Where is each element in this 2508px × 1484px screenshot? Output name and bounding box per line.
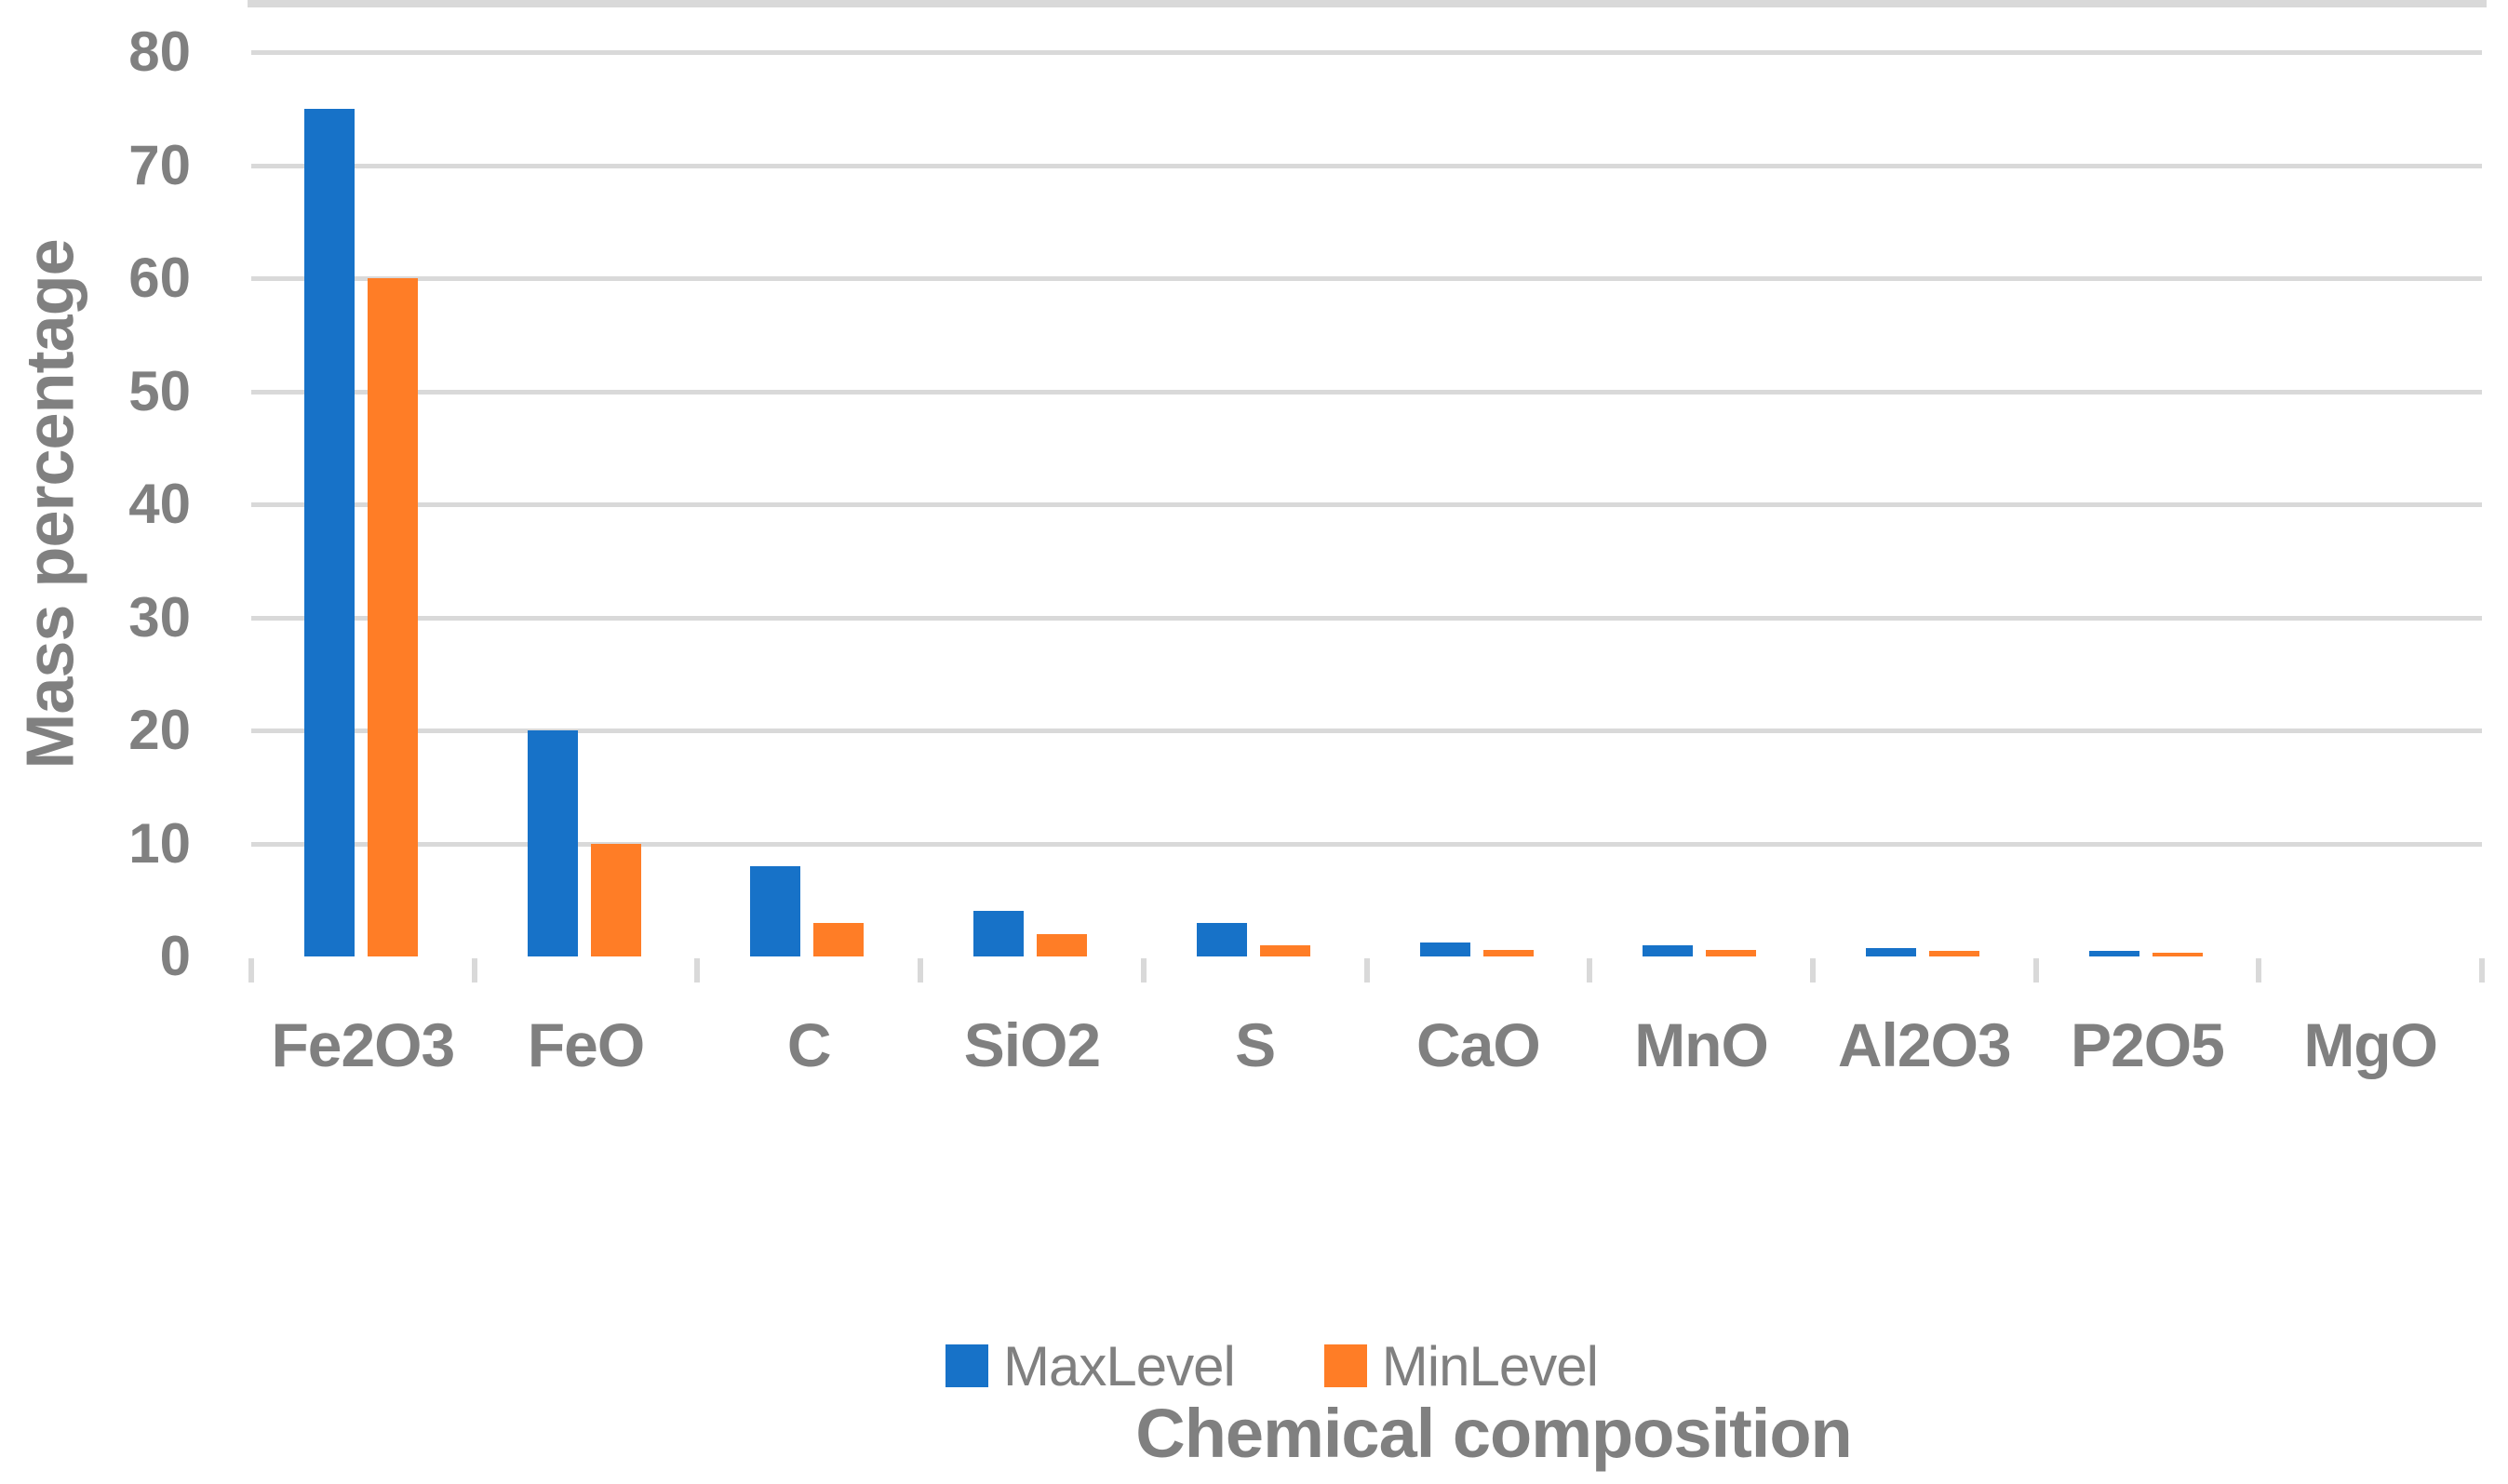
- x-category-label-MnO: MnO: [1634, 1010, 1769, 1079]
- bar-maxlevel-C: [750, 865, 801, 956]
- gridline-40: [251, 502, 2482, 507]
- legend-marker-maxlevel: [946, 1344, 988, 1387]
- legend-label-maxlevel: MaxLevel: [1003, 1334, 1236, 1397]
- x-category-label-P2O5: P2O5: [2071, 1010, 2225, 1079]
- x-axis-tick: [918, 958, 924, 983]
- y-tick-label-50: 50: [128, 359, 191, 422]
- x-category-label-SiO2: SiO2: [963, 1010, 1101, 1079]
- x-axis-tick: [1140, 958, 1147, 983]
- bar-minlevel-MnO: [1706, 949, 1757, 956]
- x-category-label-FeO: FeO: [527, 1010, 645, 1079]
- bar-minlevel-SiO2: [1037, 933, 1088, 956]
- gridline-80: [251, 50, 2482, 55]
- x-axis-tick: [248, 958, 254, 983]
- y-tick-label-30: 30: [128, 585, 191, 648]
- bar-maxlevel-S: [1196, 922, 1247, 956]
- bar-maxlevel-CaO: [1419, 943, 1470, 956]
- x-category-label-Al2O3: Al2O3: [1837, 1010, 2012, 1079]
- y-tick-label-70: 70: [128, 133, 191, 196]
- y-tick-label-10: 10: [128, 811, 191, 875]
- x-category-label-C: C: [786, 1010, 832, 1079]
- gridline-50: [251, 389, 2482, 394]
- legend-label-minlevel: MinLevel: [1381, 1334, 1599, 1397]
- x-axis-tick: [2032, 958, 2039, 983]
- x-axis-tick: [471, 958, 477, 983]
- gridline-30: [251, 615, 2482, 621]
- y-tick-label-80: 80: [128, 20, 191, 83]
- gridline-70: [251, 163, 2482, 168]
- bar-maxlevel-Al2O3: [1865, 948, 1916, 956]
- gridline-20: [251, 729, 2482, 733]
- bar-minlevel-S: [1259, 944, 1310, 956]
- bar-minlevel-Fe2O3: [368, 278, 418, 956]
- bar-maxlevel-MnO: [1643, 944, 1694, 956]
- bar-minlevel-CaO: [1482, 949, 1534, 956]
- gridline-60: [251, 276, 2482, 281]
- x-axis-line: [248, 0, 2487, 7]
- x-axis-tick: [2479, 958, 2485, 983]
- y-tick-label-0: 0: [159, 925, 191, 987]
- legend: MaxLevel MinLevel: [946, 1335, 1599, 1397]
- bar-maxlevel-SiO2: [973, 911, 1025, 956]
- bar-minlevel-FeO: [590, 843, 641, 956]
- y-tick-label-60: 60: [128, 247, 191, 309]
- bar-maxlevel-FeO: [527, 730, 578, 956]
- x-category-label-CaO: CaO: [1415, 1010, 1541, 1079]
- y-tick-label-20: 20: [128, 699, 191, 761]
- x-axis-tick: [1587, 958, 1593, 983]
- x-category-label-MgO: MgO: [2303, 1010, 2438, 1079]
- bar-minlevel-C: [813, 922, 865, 956]
- bar-maxlevel-Fe2O3: [304, 108, 355, 956]
- bar-minlevel-Al2O3: [1928, 950, 1979, 956]
- y-tick-label-40: 40: [128, 473, 191, 535]
- x-axis-tick: [1809, 958, 1816, 983]
- legend-marker-minlevel: [1323, 1344, 1367, 1387]
- x-axis-title: Chemical composition: [1135, 1395, 1852, 1472]
- gridline-10: [251, 841, 2482, 847]
- x-category-label-S: S: [1235, 1010, 1276, 1079]
- bar-minlevel-P2O5: [2152, 952, 2203, 956]
- bar-maxlevel-P2O5: [2088, 950, 2139, 956]
- x-axis-tick: [1363, 958, 1370, 983]
- x-axis-tick: [2256, 958, 2262, 983]
- x-axis-tick: [694, 958, 701, 983]
- x-category-label-Fe2O3: Fe2O3: [271, 1010, 455, 1079]
